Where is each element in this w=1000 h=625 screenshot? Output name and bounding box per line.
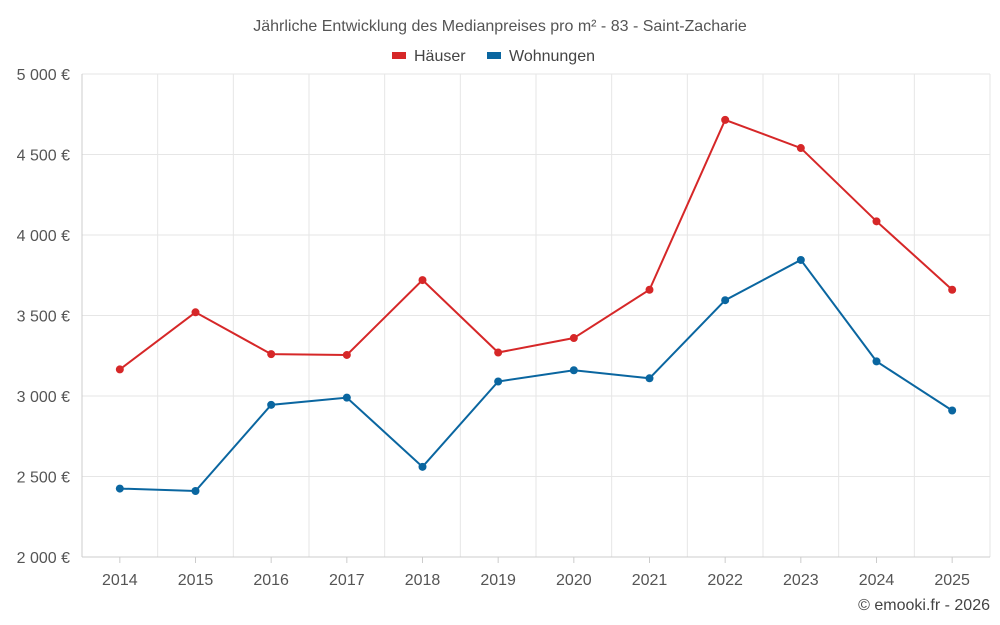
data-point-haeuser bbox=[645, 285, 654, 294]
x-tick-label: 2023 bbox=[783, 572, 819, 589]
y-tick-label: 3 500 € bbox=[17, 309, 70, 326]
y-tick-label: 3 000 € bbox=[17, 389, 70, 406]
x-tick-label: 2017 bbox=[329, 572, 365, 589]
series-line-wohnungen bbox=[119, 258, 953, 493]
data-point-haeuser bbox=[721, 115, 730, 124]
data-point-haeuser bbox=[342, 350, 351, 359]
data-point-haeuser bbox=[115, 365, 124, 374]
chart-title: Jährliche Entwicklung des Medianpreises … bbox=[253, 18, 747, 35]
y-tick-label: 2 000 € bbox=[17, 550, 70, 567]
x-tick-label: 2016 bbox=[253, 572, 289, 589]
x-tick-label: 2020 bbox=[556, 572, 592, 589]
x-tick-label: 2015 bbox=[178, 572, 214, 589]
data-point-wohnungen bbox=[267, 400, 276, 409]
legend-label-wohnungen: Wohnungen bbox=[509, 48, 595, 65]
y-tick-label: 5 000 € bbox=[17, 67, 70, 84]
x-tick-label: 2014 bbox=[102, 572, 138, 589]
x-tick-label: 2022 bbox=[707, 572, 743, 589]
y-tick-label: 2 500 € bbox=[17, 470, 70, 487]
data-point-wohnungen bbox=[796, 255, 805, 264]
y-tick-label: 4 000 € bbox=[17, 228, 70, 245]
data-point-wohnungen bbox=[115, 484, 124, 493]
data-point-haeuser bbox=[872, 217, 881, 226]
data-point-haeuser bbox=[569, 334, 578, 343]
data-point-wohnungen bbox=[948, 406, 957, 415]
data-point-haeuser bbox=[948, 285, 957, 294]
data-point-wohnungen bbox=[645, 374, 654, 383]
data-point-haeuser bbox=[418, 276, 427, 285]
x-tick-label: 2019 bbox=[480, 572, 516, 589]
x-tick-label: 2021 bbox=[632, 572, 668, 589]
data-point-wohnungen bbox=[342, 393, 351, 402]
data-point-wohnungen bbox=[569, 366, 578, 375]
legend-swatch-wohnungen bbox=[487, 52, 501, 59]
data-point-haeuser bbox=[494, 348, 503, 357]
series-line-haeuser bbox=[119, 118, 953, 371]
x-tick-label: 2024 bbox=[859, 572, 895, 589]
data-point-wohnungen bbox=[872, 357, 881, 366]
credit-text: © emooki.fr - 2026 bbox=[858, 597, 990, 614]
legend-swatch-haeuser bbox=[392, 52, 406, 59]
data-point-wohnungen bbox=[418, 462, 427, 471]
legend-label-haeuser: Häuser bbox=[414, 48, 466, 65]
data-point-wohnungen bbox=[721, 296, 730, 305]
x-tick-label: 2025 bbox=[934, 572, 970, 589]
data-point-haeuser bbox=[191, 308, 200, 317]
data-point-wohnungen bbox=[191, 486, 200, 495]
data-point-wohnungen bbox=[494, 377, 503, 386]
data-point-haeuser bbox=[796, 144, 805, 153]
data-point-haeuser bbox=[267, 350, 276, 359]
y-tick-label: 4 500 € bbox=[17, 148, 70, 165]
x-tick-label: 2018 bbox=[405, 572, 441, 589]
